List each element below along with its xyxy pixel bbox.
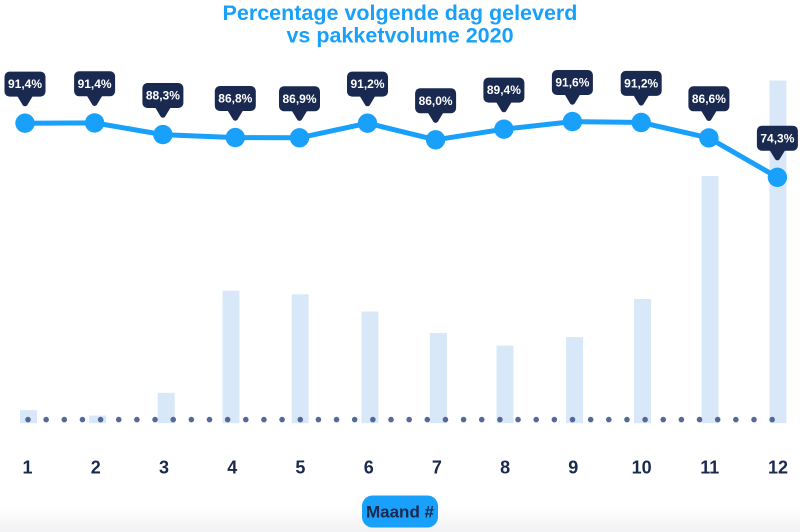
svg-text:12: 12 bbox=[768, 458, 788, 478]
svg-text:1: 1 bbox=[22, 458, 32, 478]
svg-text:86,9%: 86,9% bbox=[282, 92, 316, 106]
svg-text:86,0%: 86,0% bbox=[419, 94, 453, 108]
svg-text:91,4%: 91,4% bbox=[78, 77, 112, 91]
svg-text:10: 10 bbox=[632, 458, 652, 478]
svg-text:Percentage volgende dag geleve: Percentage volgende dag geleverd bbox=[223, 1, 578, 25]
svg-text:11: 11 bbox=[700, 458, 719, 478]
svg-text:91,4%: 91,4% bbox=[8, 77, 42, 91]
svg-text:91,2%: 91,2% bbox=[350, 77, 384, 91]
svg-text:5: 5 bbox=[295, 458, 305, 478]
svg-text:74,3%: 74,3% bbox=[760, 131, 794, 145]
svg-text:9: 9 bbox=[568, 458, 578, 478]
svg-text:86,6%: 86,6% bbox=[692, 92, 726, 106]
svg-text:86,8%: 86,8% bbox=[218, 92, 252, 106]
svg-text:6: 6 bbox=[364, 458, 374, 478]
svg-text:8: 8 bbox=[500, 458, 510, 478]
svg-text:3: 3 bbox=[159, 458, 169, 478]
svg-text:7: 7 bbox=[432, 458, 442, 478]
svg-text:Maand #: Maand # bbox=[366, 503, 435, 522]
svg-text:91,2%: 91,2% bbox=[624, 77, 658, 91]
svg-text:4: 4 bbox=[227, 458, 237, 478]
svg-text:vs pakketvolume 2020: vs pakketvolume 2020 bbox=[286, 24, 513, 48]
svg-text:88,3%: 88,3% bbox=[146, 89, 180, 103]
svg-text:2: 2 bbox=[91, 458, 101, 478]
svg-text:89,4%: 89,4% bbox=[487, 83, 521, 97]
svg-text:91,6%: 91,6% bbox=[555, 76, 589, 90]
